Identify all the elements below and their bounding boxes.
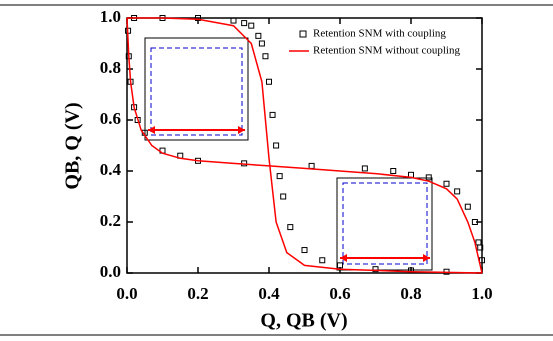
data-point <box>248 22 255 29</box>
data-point <box>262 53 269 60</box>
data-point <box>230 17 237 24</box>
legend-label: Retention SNM with coupling <box>313 28 446 40</box>
data-point <box>408 267 414 274</box>
x-axis-title: Q, QB (V) <box>260 310 347 332</box>
data-point <box>425 174 432 181</box>
data-point <box>454 188 461 195</box>
data-line <box>126 17 483 274</box>
data-point <box>471 219 478 225</box>
data-point <box>477 244 484 251</box>
y-tick-label: 0.4 <box>100 160 122 179</box>
data-point <box>273 142 280 149</box>
legend-marker <box>299 30 307 38</box>
data-point <box>241 20 248 27</box>
data-point <box>195 15 201 21</box>
legend-label: Retention SNM without coupling <box>313 45 460 57</box>
y-tick-label: 1.0 <box>100 7 121 26</box>
data-point <box>443 180 450 187</box>
data-point <box>475 239 482 246</box>
data-point <box>255 32 262 39</box>
x-tick-label: 0.6 <box>329 284 350 303</box>
data-point <box>361 165 368 172</box>
data-point <box>280 193 287 200</box>
x-tick-label: 0.2 <box>187 284 208 303</box>
data-point <box>269 111 276 118</box>
data-point <box>464 203 471 210</box>
y-tick-label: 0.2 <box>100 211 121 230</box>
y-tick-label: 0.6 <box>100 109 121 128</box>
data-point <box>308 162 315 169</box>
data-point <box>301 247 308 254</box>
inset-left <box>144 37 249 141</box>
y-tick-label: 0.0 <box>100 262 121 281</box>
data-point <box>319 257 326 264</box>
x-tick-label: 0.0 <box>116 284 137 303</box>
data-point <box>287 224 294 231</box>
x-tick-label: 0.4 <box>258 284 280 303</box>
x-tick-label: 0.8 <box>400 284 421 303</box>
y-tick-label: 0.8 <box>100 58 121 77</box>
x-tick-label: 1.0 <box>471 284 492 303</box>
data-point <box>276 173 283 180</box>
y-axis-title: QB, Q (V) <box>62 102 84 189</box>
data-point <box>258 40 265 47</box>
data-point <box>390 168 397 174</box>
plot-frame <box>126 17 483 274</box>
data-point <box>266 78 272 85</box>
inset-right <box>336 177 433 271</box>
data-point <box>337 262 343 269</box>
data-point <box>372 266 379 273</box>
